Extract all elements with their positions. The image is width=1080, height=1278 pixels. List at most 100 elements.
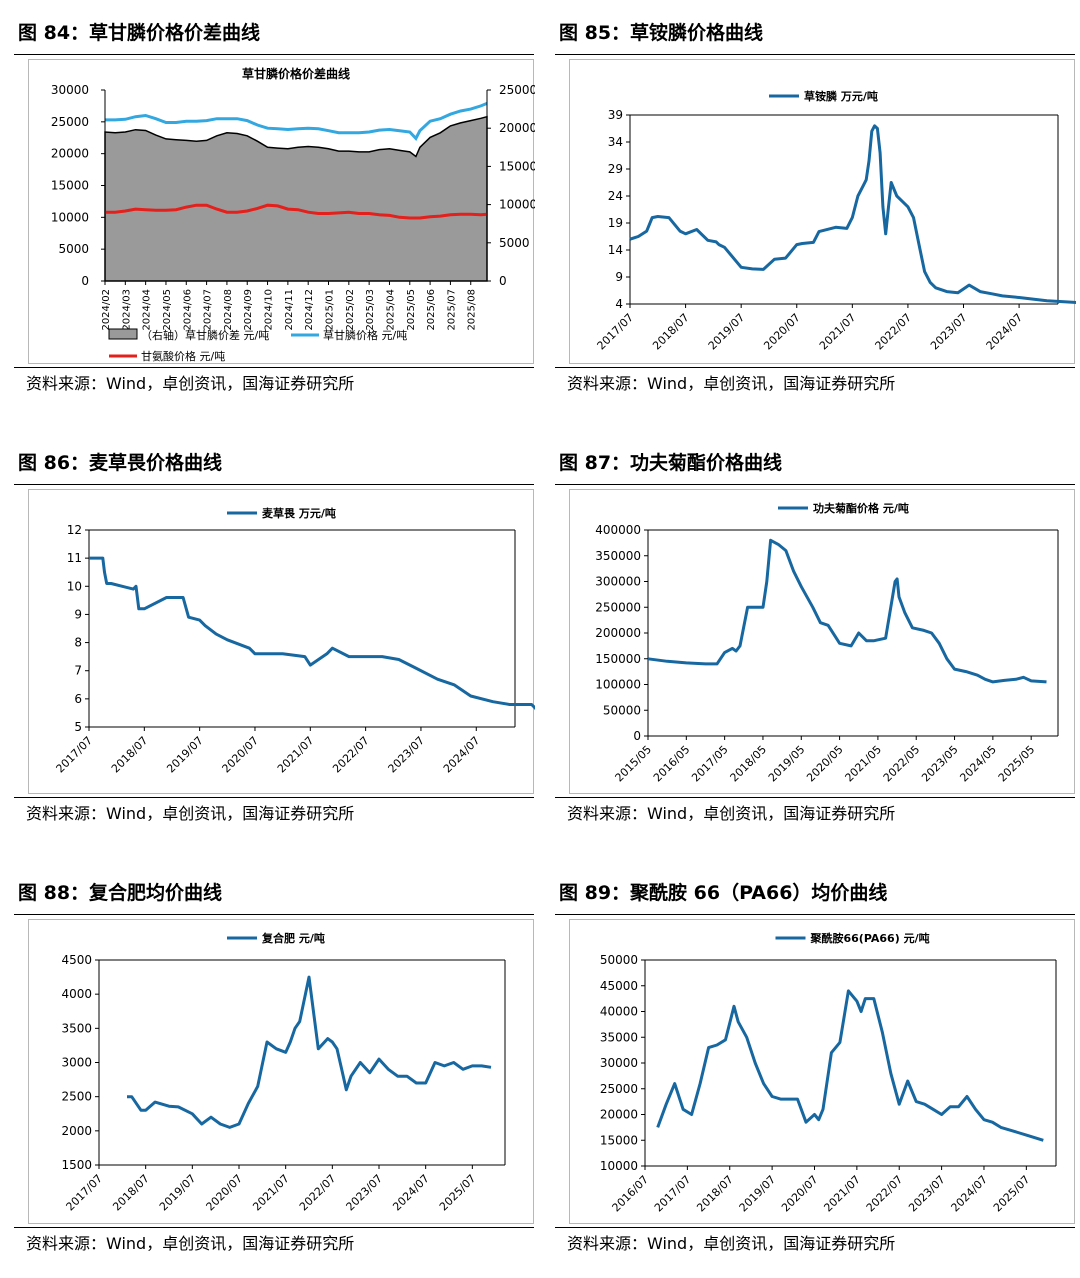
y-tick-label: 19 bbox=[608, 216, 623, 230]
x-tick-label: 2016/07 bbox=[610, 1173, 652, 1215]
source-note: 资料来源：Wind，卓创资讯，国海证券研究所 bbox=[14, 367, 534, 401]
x-tick-label: 2024/12 bbox=[304, 289, 315, 331]
y-tick-label: 3500 bbox=[61, 1021, 92, 1035]
y-tick-label: 20000 bbox=[600, 1108, 638, 1122]
x-tick-label: 2022/07 bbox=[864, 1173, 906, 1215]
series-line bbox=[105, 203, 488, 220]
legend-label: 麦草畏 万元/吨 bbox=[262, 506, 336, 520]
y-tick-label: 250000 bbox=[595, 600, 641, 614]
y-tick-label: 400000 bbox=[595, 523, 641, 537]
x-tick-label: 2024/05 bbox=[162, 289, 173, 331]
y-tick-label: 50000 bbox=[600, 953, 638, 967]
x-tick-label: 2021/05 bbox=[843, 743, 885, 785]
y-tick-label: 29 bbox=[608, 162, 623, 176]
x-tick-label: 2022/07 bbox=[297, 1172, 339, 1214]
y-tick-label: 0 bbox=[633, 729, 641, 743]
figure-title: 图 89：聚酰胺 66（PA66）均价曲线 bbox=[555, 875, 1075, 915]
x-tick-label: 2017/07 bbox=[64, 1172, 106, 1214]
chart-frame: 39 34 29 24 19 14 9 4 2017/07 2018/07 2019/07 2020/… bbox=[569, 59, 1076, 364]
x-tick-label: 2023/07 bbox=[386, 734, 428, 776]
x-tick-label: 2025/06 bbox=[426, 289, 437, 331]
x-tick-label: 2024/04 bbox=[142, 289, 153, 331]
y-right-tick-label: 10000 bbox=[499, 198, 535, 212]
series-line bbox=[647, 538, 1047, 684]
x-tick-label: 2017/07 bbox=[54, 734, 96, 776]
x-tick-label: 2020/07 bbox=[220, 734, 262, 776]
x-tick-label: 2025/07 bbox=[991, 1173, 1033, 1215]
y-left-tick-label: 0 bbox=[81, 274, 89, 288]
x-tick-label: 2017/07 bbox=[652, 1173, 694, 1215]
y-tick-label: 50000 bbox=[603, 703, 641, 717]
x-tick-label: 2020/05 bbox=[804, 743, 846, 785]
y-left-tick-label: 5000 bbox=[58, 242, 89, 256]
y-tick-label: 6 bbox=[74, 692, 82, 706]
legend-swatch bbox=[108, 328, 138, 340]
x-tick-label: 2025/08 bbox=[467, 289, 478, 331]
x-tick-label: 2021/07 bbox=[821, 1173, 863, 1215]
x-tick-label: 2024/07 bbox=[203, 289, 214, 331]
y-tick-label: 4000 bbox=[61, 987, 92, 1001]
x-tick-label: 2022/05 bbox=[881, 743, 923, 785]
x-tick-label: 2017/05 bbox=[689, 743, 731, 785]
legend-label: 草甘膦价格 元/吨 bbox=[323, 328, 407, 342]
x-tick-label: 2019/07 bbox=[706, 311, 748, 353]
series-line bbox=[89, 556, 535, 711]
x-tick-label: 2018/07 bbox=[650, 311, 692, 353]
y-left-tick-label: 15000 bbox=[51, 179, 89, 193]
y-tick-label: 7 bbox=[74, 664, 82, 678]
series-line bbox=[629, 124, 1076, 304]
y-left-tick-label: 10000 bbox=[51, 210, 89, 224]
y-left-tick-label: 20000 bbox=[51, 147, 89, 161]
series-line bbox=[105, 102, 488, 141]
spread-area bbox=[104, 115, 488, 282]
y-right-tick-label: 5000 bbox=[499, 236, 530, 250]
y-tick-label: 10 bbox=[67, 579, 82, 593]
figure-title: 图 85：草铵膦价格曲线 bbox=[555, 15, 1075, 55]
x-tick-label: 2024/09 bbox=[243, 289, 254, 331]
x-tick-label: 2023/05 bbox=[919, 743, 961, 785]
x-tick-label: 2017/07 bbox=[595, 311, 637, 353]
figure-title: 图 87：功夫菊酯价格曲线 bbox=[555, 445, 1075, 485]
x-tick-label: 2024/11 bbox=[284, 289, 295, 331]
x-tick-label: 2024/02 bbox=[101, 289, 112, 331]
y-tick-label: 40000 bbox=[600, 1005, 638, 1019]
chart-frame: 草甘膦价格价差曲线 30000 25000 20000 15000 10000 5000 0 2… bbox=[28, 59, 535, 364]
x-tick-label: 2024/10 bbox=[264, 289, 275, 331]
y-tick-label: 4 bbox=[615, 297, 623, 311]
x-tick-label: 2021/07 bbox=[250, 1172, 292, 1214]
y-tick-label: 5 bbox=[74, 720, 82, 734]
source-note: 资料来源：Wind，卓创资讯，国海证券研究所 bbox=[555, 367, 1075, 401]
legend-label: 甘氨酸价格 元/吨 bbox=[141, 349, 225, 363]
y-tick-label: 34 bbox=[608, 135, 623, 149]
x-tick-label: 2024/07 bbox=[390, 1172, 432, 1214]
x-tick-label: 2025/04 bbox=[385, 289, 396, 331]
y-tick-label: 150000 bbox=[595, 652, 641, 666]
lambda-cyhalothrin-price-chart: 400000 350000 300000 250000 200000 150000 1000… bbox=[595, 501, 1059, 785]
y-tick-label: 39 bbox=[608, 108, 623, 122]
x-tick-label: 2018/07 bbox=[694, 1173, 736, 1215]
x-tick-label: 2025/01 bbox=[325, 289, 336, 331]
x-tick-label: 2024/08 bbox=[223, 289, 234, 331]
x-tick-label: 2018/07 bbox=[110, 1172, 152, 1214]
source-note: 资料来源：Wind，卓创资讯，国海证券研究所 bbox=[14, 1227, 534, 1261]
y-tick-label: 2500 bbox=[61, 1090, 92, 1104]
x-tick-label: 2024/03 bbox=[121, 289, 132, 331]
y-tick-label: 100000 bbox=[595, 678, 641, 692]
source-note: 资料来源：Wind，卓创资讯，国海证券研究所 bbox=[14, 797, 534, 831]
x-tick-label: 2020/07 bbox=[204, 1172, 246, 1214]
legend-label: 草铵膦 万元/吨 bbox=[804, 89, 878, 103]
x-tick-label: 2019/07 bbox=[737, 1173, 779, 1215]
series-line bbox=[656, 989, 1044, 1142]
y-tick-label: 9 bbox=[74, 607, 82, 621]
series-line bbox=[127, 975, 492, 1129]
y-tick-label: 10000 bbox=[600, 1159, 638, 1173]
x-tick-label: 2021/07 bbox=[817, 311, 859, 353]
x-tick-label: 2020/07 bbox=[761, 311, 803, 353]
x-tick-label: 2024/07 bbox=[984, 311, 1026, 353]
x-tick-label: 2018/05 bbox=[728, 743, 770, 785]
x-tick-label: 2025/07 bbox=[437, 1172, 479, 1214]
y-tick-label: 24 bbox=[608, 189, 623, 203]
x-tick-label: 2023/07 bbox=[906, 1173, 948, 1215]
